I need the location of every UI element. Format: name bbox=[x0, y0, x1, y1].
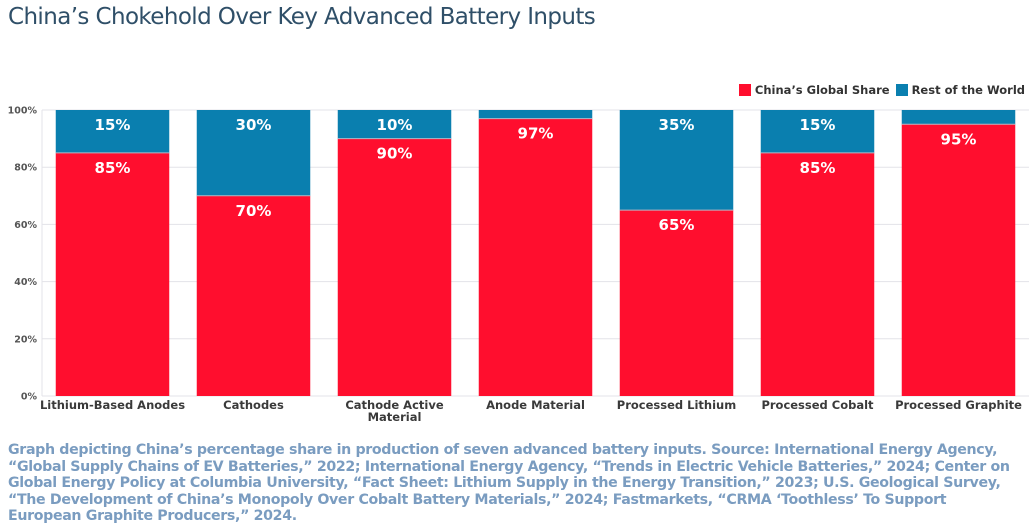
bar-segment-china[interactable] bbox=[619, 210, 734, 396]
bars: 85% 15% 70% 30% 90% 10% 97% 65% 35% 85% 15% 95% bbox=[55, 110, 1016, 397]
x-tick-label: Lithium-Based Anodes bbox=[40, 398, 185, 412]
data-label: 10% bbox=[377, 116, 413, 134]
bar-segment-china[interactable] bbox=[196, 195, 311, 396]
data-label: 35% bbox=[659, 116, 695, 134]
y-axis: 0% 20% 40% 60% 80% 100% bbox=[8, 106, 43, 403]
x-tick-label: Anode Material bbox=[486, 398, 585, 412]
x-tick-label: Processed Graphite bbox=[895, 398, 1022, 412]
data-label: 30% bbox=[236, 116, 272, 134]
bar-segment-china[interactable] bbox=[55, 152, 170, 396]
bar-segment-rest-of-world[interactable] bbox=[337, 110, 452, 139]
stacked-bar-chart: 0% 20% 40% 60% 80% 100% 85% 15% 70% 30% 90% 10% 97%… bbox=[8, 106, 1029, 424]
data-label: 15% bbox=[95, 116, 131, 134]
data-label: 95% bbox=[941, 130, 977, 148]
data-label: 85% bbox=[95, 159, 131, 177]
y-tick-label: 60% bbox=[14, 220, 37, 231]
bar-segment-china[interactable] bbox=[901, 124, 1016, 397]
legend-swatch-rest-of-world bbox=[895, 84, 908, 96]
bar-segment-rest-of-world[interactable] bbox=[478, 110, 593, 119]
bar-segment-rest-of-world[interactable] bbox=[901, 110, 1016, 125]
legend: China’s Global Share Rest of the World bbox=[733, 83, 1025, 97]
x-axis: Lithium-Based Anodes Cathodes Cathode Acti… bbox=[40, 398, 1022, 424]
chart-caption: Graph depicting China’s percentage share… bbox=[8, 442, 1010, 524]
bar-segment-china[interactable] bbox=[760, 152, 875, 396]
data-label: 97% bbox=[518, 125, 554, 143]
legend-label-china: China’s Global Share bbox=[754, 83, 890, 97]
data-label: 85% bbox=[800, 159, 836, 177]
data-label: 15% bbox=[800, 116, 836, 134]
legend-label-rest-of-world: Rest of the World bbox=[911, 83, 1025, 97]
legend-item-china[interactable]: China’s Global Share bbox=[738, 83, 890, 97]
bar-segment-rest-of-world[interactable] bbox=[55, 110, 170, 153]
x-tick-label: Processed Cobalt bbox=[761, 398, 874, 412]
y-tick-label: 40% bbox=[14, 277, 37, 288]
data-label: 65% bbox=[659, 216, 695, 234]
bar-segment-china[interactable] bbox=[337, 138, 452, 396]
y-tick-label: 80% bbox=[14, 163, 37, 174]
bar-segment-china[interactable] bbox=[478, 118, 593, 396]
x-tick-label: Cathode Active bbox=[345, 398, 443, 412]
legend-swatch-china bbox=[738, 84, 751, 96]
y-tick-label: 20% bbox=[14, 334, 37, 345]
chart-title: China’s Chokehold Over Key Advanced Batt… bbox=[8, 4, 596, 30]
bar-segment-rest-of-world[interactable] bbox=[196, 110, 311, 196]
legend-item-rest-of-world[interactable]: Rest of the World bbox=[895, 83, 1025, 97]
x-tick-label: Cathodes bbox=[223, 398, 284, 412]
y-tick-label: 0% bbox=[21, 392, 38, 403]
bar-segment-rest-of-world[interactable] bbox=[619, 110, 734, 211]
x-tick-label: Processed Lithium bbox=[617, 398, 736, 412]
bar-segment-rest-of-world[interactable] bbox=[760, 110, 875, 153]
x-tick-label: Material bbox=[368, 410, 422, 424]
y-tick-label: 100% bbox=[8, 106, 38, 117]
data-label: 90% bbox=[377, 145, 413, 163]
data-label: 70% bbox=[236, 202, 272, 220]
